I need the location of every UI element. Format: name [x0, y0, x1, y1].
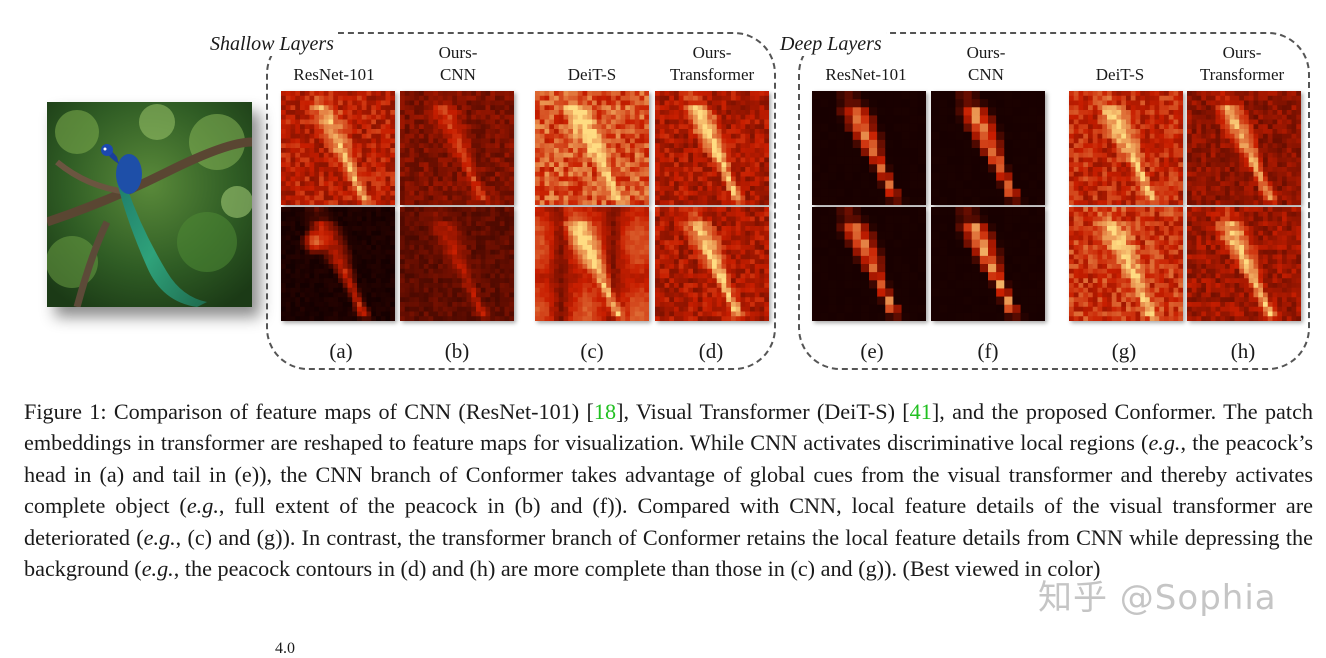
feature-map-d-row2 [655, 207, 769, 321]
panel-label-f: (f) [958, 339, 1018, 364]
feature-map-a-row2 [281, 207, 395, 321]
feature-map-e-row1 [812, 91, 926, 205]
column-head-resnet-deep: ResNet-101 [804, 64, 928, 86]
feature-map-b-row2 [400, 207, 514, 321]
panel-label-b: (b) [427, 339, 487, 364]
column-head-resnet: ResNet-101 [272, 64, 396, 86]
panel-label-h: (h) [1213, 339, 1273, 364]
caption-eg: e.g. [1148, 430, 1180, 455]
feature-map-d-row1 [655, 91, 769, 205]
column-head-ours-transformer-deep: Ours- Transformer [1180, 42, 1304, 86]
panel-label-g: (g) [1094, 339, 1154, 364]
feature-map-e-row2 [812, 207, 926, 321]
column-head-ours-cnn-deep: Ours- CNN [924, 42, 1048, 86]
column-head-ours-transformer: Ours- Transformer [650, 42, 774, 86]
caption-text: , the peacock contours in (d) and (h) ar… [174, 556, 1101, 581]
figure-1: Shallow Layers Deep Layers ResNet-101 Ou… [0, 0, 1326, 380]
feature-map-a-row1 [281, 91, 395, 205]
panel-label-d: (d) [681, 339, 741, 364]
peacock-photo [47, 102, 252, 307]
caption-eg: e.g. [187, 493, 219, 518]
citation-link-41[interactable]: 41 [910, 399, 932, 424]
column-head-deit-deep: DeiT-S [1058, 64, 1182, 86]
panel-label-c: (c) [562, 339, 622, 364]
column-head-ours-cnn: Ours- CNN [396, 42, 520, 86]
panel-label-a: (a) [311, 339, 371, 364]
shallow-layers-title: Shallow Layers [206, 32, 338, 56]
column-head-deit: DeiT-S [530, 64, 654, 86]
deep-layers-title: Deep Layers [776, 32, 886, 56]
feature-map-g-row1 [1069, 91, 1183, 205]
feature-map-h-row1 [1187, 91, 1301, 205]
feature-map-c-row1 [535, 91, 649, 205]
caption-eg: e.g. [144, 525, 176, 550]
feature-map-h-row2 [1187, 207, 1301, 321]
page-fragment: 4.0 [275, 640, 295, 658]
caption-text: ], Visual Transformer (DeiT-S) [ [616, 399, 910, 424]
feature-map-b-row1 [400, 91, 514, 205]
feature-map-f-row1 [931, 91, 1045, 205]
feature-map-f-row2 [931, 207, 1045, 321]
caption-eg: e.g. [142, 556, 174, 581]
panel-label-e: (e) [842, 339, 902, 364]
feature-map-c-row2 [535, 207, 649, 321]
watermark: 知乎 @Sophia [1038, 570, 1277, 619]
feature-map-g-row2 [1069, 207, 1183, 321]
figure-caption: Figure 1: Comparison of feature maps of … [24, 396, 1313, 584]
citation-link-18[interactable]: 18 [594, 399, 616, 424]
caption-text: Figure 1: Comparison of feature maps of … [24, 399, 594, 424]
